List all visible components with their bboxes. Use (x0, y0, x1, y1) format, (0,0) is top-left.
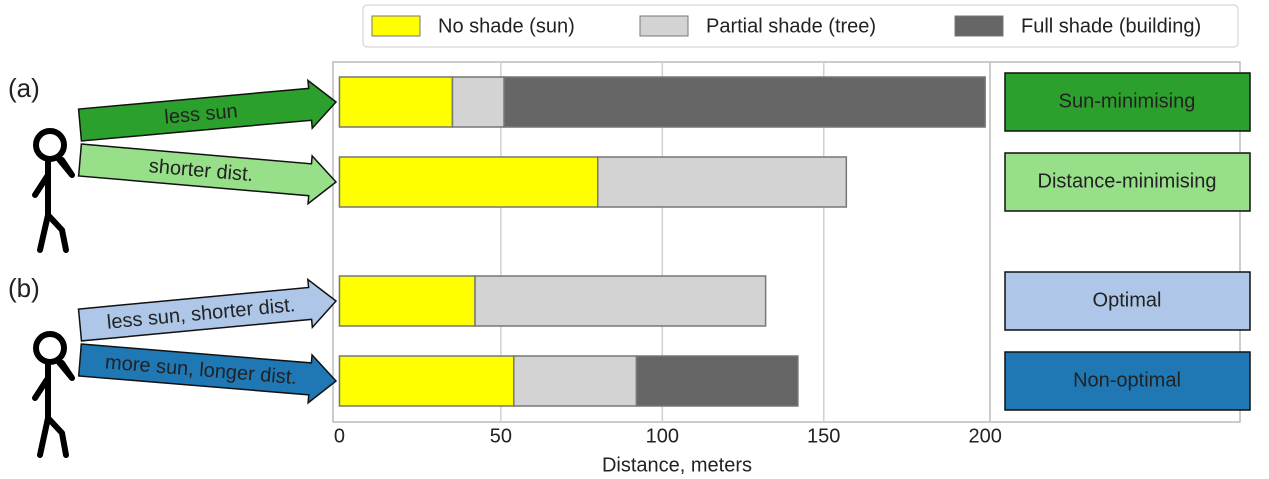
arrow-shape (77, 78, 338, 142)
category-box (1004, 72, 1251, 132)
group-label: (a) (8, 73, 40, 103)
legend-box (362, 4, 1239, 48)
legend-swatch (371, 15, 421, 37)
plot-frame (332, 61, 1241, 423)
legend-label: Partial shade (tree) (706, 15, 876, 37)
group-label: (b) (8, 273, 40, 303)
arrow: less sun (77, 78, 338, 142)
bar-segment (503, 76, 986, 128)
arrow: less sun, shorter dist. (77, 277, 338, 342)
bar-segment (338, 275, 476, 327)
x-axis-label: Distance, meters (602, 454, 752, 476)
legend-swatch (639, 15, 689, 37)
x-tick-label: 150 (807, 425, 840, 447)
bar-segment (451, 76, 505, 128)
category-box (1004, 152, 1251, 212)
arrow-shape (77, 277, 338, 342)
category-label: Optimal (1093, 289, 1162, 311)
legend-label: No shade (sun) (438, 15, 575, 37)
stick-figure (32, 128, 75, 253)
x-tick-label: 50 (490, 425, 512, 447)
category-label: Sun-minimising (1059, 90, 1196, 112)
category-label: Non-optimal (1073, 369, 1181, 391)
category-box (1004, 271, 1251, 331)
arrow-shape (77, 143, 338, 206)
x-tick-label: 100 (646, 425, 679, 447)
bar-segment (338, 76, 454, 128)
legend-swatch (954, 15, 1004, 37)
arrow: shorter dist. (77, 143, 338, 206)
legend-label: Full shade (building) (1021, 15, 1201, 37)
x-tick-label: 0 (334, 425, 345, 447)
x-tick-label: 200 (968, 425, 1001, 447)
bar-segment (513, 355, 638, 407)
bar-segment (338, 355, 515, 407)
category-box (1004, 351, 1251, 411)
bar-segment (474, 275, 767, 327)
bar-segment (596, 156, 848, 208)
bar-segment (338, 156, 599, 208)
bar-segment (635, 355, 799, 407)
arrow-shape (77, 343, 338, 405)
stick-figure (32, 331, 75, 458)
arrow: more sun, longer dist. (77, 343, 338, 405)
category-label: Distance-minimising (1038, 170, 1217, 192)
